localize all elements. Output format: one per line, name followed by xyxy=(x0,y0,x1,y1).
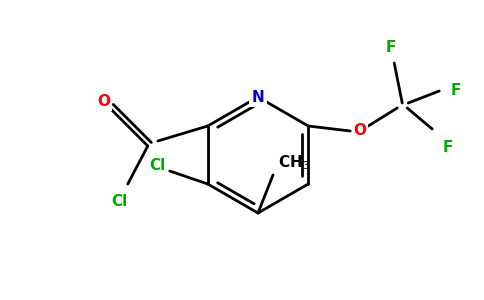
Text: F: F xyxy=(442,140,453,155)
Text: O: O xyxy=(354,124,367,139)
Text: Cl: Cl xyxy=(112,194,128,208)
Text: Cl: Cl xyxy=(150,158,166,173)
Text: N: N xyxy=(252,89,264,104)
Text: CH$_3$: CH$_3$ xyxy=(278,154,310,172)
Text: O: O xyxy=(97,94,110,110)
Text: F: F xyxy=(450,83,461,98)
Text: F: F xyxy=(386,40,396,55)
